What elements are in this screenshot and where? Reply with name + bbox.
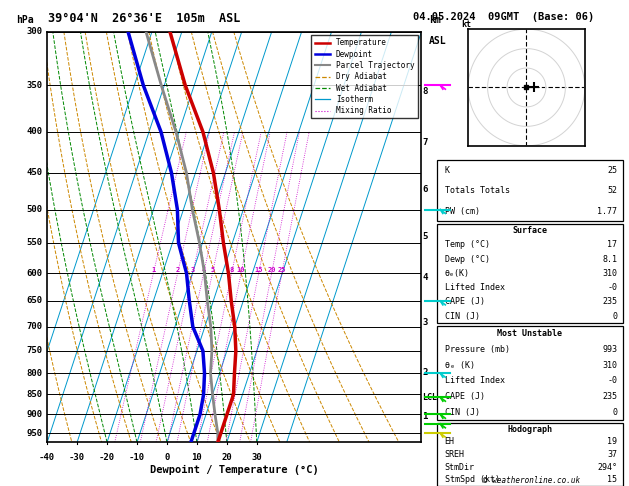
Text: 0: 0 (612, 312, 617, 321)
Text: Pressure (mb): Pressure (mb) (445, 345, 509, 354)
Text: 350: 350 (26, 81, 42, 90)
Text: 700: 700 (26, 322, 42, 331)
Text: LCL: LCL (422, 393, 437, 402)
Text: 1.77: 1.77 (597, 207, 617, 215)
Text: 600: 600 (26, 269, 42, 278)
Text: 4: 4 (201, 267, 206, 273)
Text: 6: 6 (422, 185, 428, 194)
Text: 39°04'N  26°36'E  105m  ASL: 39°04'N 26°36'E 105m ASL (48, 12, 241, 25)
Text: -0: -0 (607, 283, 617, 292)
Text: Dewp (°C): Dewp (°C) (445, 255, 489, 263)
Text: EH: EH (445, 437, 455, 446)
Text: 550: 550 (26, 238, 42, 247)
Text: hPa: hPa (16, 16, 33, 25)
Text: 8: 8 (422, 87, 428, 96)
Text: 400: 400 (26, 127, 42, 137)
Text: PW (cm): PW (cm) (445, 207, 479, 215)
Text: © weatheronline.co.uk: © weatheronline.co.uk (483, 476, 580, 485)
Text: Totals Totals: Totals Totals (445, 186, 509, 195)
Text: 1: 1 (422, 412, 428, 421)
Text: 15: 15 (255, 267, 263, 273)
Text: 20: 20 (221, 452, 232, 462)
Text: -30: -30 (69, 452, 85, 462)
Text: ASL: ASL (429, 35, 447, 46)
Text: CIN (J): CIN (J) (445, 312, 479, 321)
Text: 15: 15 (607, 475, 617, 484)
Text: 235: 235 (602, 392, 617, 401)
Text: 20: 20 (267, 267, 276, 273)
Text: 450: 450 (26, 168, 42, 177)
Text: 37: 37 (607, 450, 617, 459)
Legend: Temperature, Dewpoint, Parcel Trajectory, Dry Adiabat, Wet Adiabat, Isotherm, Mi: Temperature, Dewpoint, Parcel Trajectory… (311, 35, 418, 118)
Text: 310: 310 (602, 361, 617, 370)
Text: 2: 2 (422, 368, 428, 378)
Text: 5: 5 (210, 267, 214, 273)
Text: SREH: SREH (445, 450, 465, 459)
Text: 2: 2 (175, 267, 180, 273)
Text: θₑ (K): θₑ (K) (445, 361, 474, 370)
Text: kt: kt (461, 20, 471, 29)
Text: CAPE (J): CAPE (J) (445, 392, 484, 401)
Text: 900: 900 (26, 410, 42, 419)
Text: 7: 7 (422, 138, 428, 147)
Text: StmDir: StmDir (445, 463, 474, 471)
Text: 235: 235 (602, 297, 617, 306)
Text: 0: 0 (164, 452, 170, 462)
Text: 850: 850 (26, 390, 42, 399)
Text: -40: -40 (39, 452, 55, 462)
Text: 25: 25 (607, 166, 617, 175)
Text: 8: 8 (230, 267, 234, 273)
Text: Most Unstable: Most Unstable (498, 329, 562, 338)
Text: 0: 0 (612, 408, 617, 417)
Text: 310: 310 (602, 269, 617, 278)
Text: 3: 3 (191, 267, 195, 273)
Text: 10: 10 (237, 267, 245, 273)
Text: Dewpoint / Temperature (°C): Dewpoint / Temperature (°C) (150, 465, 319, 475)
Text: 8.1: 8.1 (602, 255, 617, 263)
Text: 30: 30 (252, 452, 262, 462)
Text: CIN (J): CIN (J) (445, 408, 479, 417)
Text: 500: 500 (26, 205, 42, 214)
Text: 19: 19 (607, 437, 617, 446)
Text: Mixing Ratio (g/kg): Mixing Ratio (g/kg) (452, 190, 462, 284)
Text: -10: -10 (129, 452, 145, 462)
Text: Surface: Surface (513, 226, 547, 235)
Text: Hodograph: Hodograph (508, 425, 552, 434)
Text: 10: 10 (191, 452, 203, 462)
Text: K: K (445, 166, 450, 175)
Text: 5: 5 (422, 232, 428, 241)
Text: 52: 52 (607, 186, 617, 195)
Text: 294°: 294° (597, 463, 617, 471)
Text: 04.05.2024  09GMT  (Base: 06): 04.05.2024 09GMT (Base: 06) (413, 12, 594, 22)
Text: 950: 950 (26, 429, 42, 438)
Text: km: km (429, 16, 441, 25)
Text: -0: -0 (607, 376, 617, 385)
Text: 800: 800 (26, 369, 42, 378)
Text: θₑ(K): θₑ(K) (445, 269, 470, 278)
Text: 650: 650 (26, 296, 42, 306)
Text: 25: 25 (277, 267, 286, 273)
Text: 993: 993 (602, 345, 617, 354)
Text: Lifted Index: Lifted Index (445, 283, 504, 292)
Text: 17: 17 (607, 241, 617, 249)
Text: CAPE (J): CAPE (J) (445, 297, 484, 306)
Text: 750: 750 (26, 347, 42, 355)
Text: Temp (°C): Temp (°C) (445, 241, 489, 249)
Text: 3: 3 (422, 318, 428, 327)
Text: -20: -20 (99, 452, 115, 462)
Text: Lifted Index: Lifted Index (445, 376, 504, 385)
Text: 300: 300 (26, 27, 42, 36)
Text: 4: 4 (422, 273, 428, 282)
Text: StmSpd (kt): StmSpd (kt) (445, 475, 499, 484)
Text: 1: 1 (152, 267, 155, 273)
